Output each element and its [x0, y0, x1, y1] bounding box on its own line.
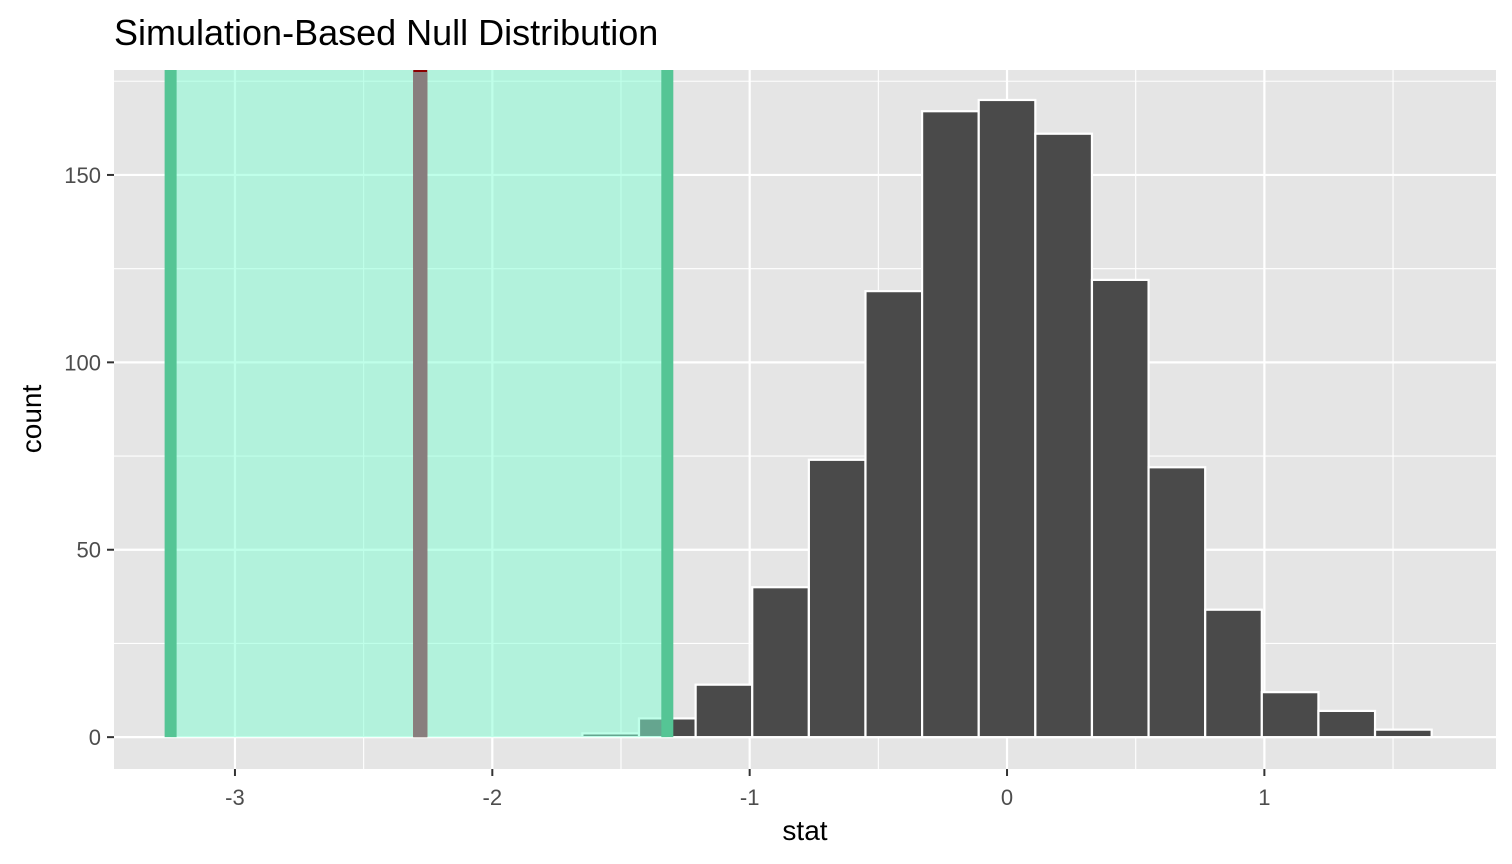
- histogram-bar: [864, 290, 924, 739]
- histogram-bar: [751, 586, 810, 739]
- histogram-bar: [807, 458, 867, 739]
- histogram-bar: [1373, 728, 1433, 739]
- histogram-bar: [1260, 691, 1320, 739]
- histogram-bar: [1317, 709, 1377, 739]
- y-axis-title: count: [16, 385, 47, 454]
- x-axis: -3 -2 -1 0 1: [225, 769, 1271, 810]
- y-axis: 0 50 100 150: [64, 163, 114, 750]
- x-axis-title: stat: [782, 815, 827, 846]
- x-tick-label: 1: [1258, 785, 1270, 810]
- x-tick-label: -3: [225, 785, 245, 810]
- histogram-bar: [1090, 278, 1150, 739]
- histogram-bar: [920, 110, 980, 739]
- histogram-bar: [1034, 132, 1094, 739]
- y-tick-label: 50: [77, 538, 101, 563]
- x-tick-label: -1: [740, 785, 760, 810]
- y-tick-label: 150: [64, 163, 101, 188]
- observed-statistic-overlay: [413, 72, 428, 738]
- y-tick-label: 100: [64, 350, 101, 375]
- histogram-bar: [1147, 466, 1207, 739]
- x-tick-label: 0: [1001, 785, 1013, 810]
- histogram-bar: [977, 98, 1037, 739]
- histogram-bar: [1204, 608, 1263, 739]
- confidence-interval-layer: [164, 70, 674, 738]
- x-tick-label: -2: [483, 785, 503, 810]
- histogram-bar: [694, 683, 754, 739]
- chart-title: Simulation-Based Null Distribution: [114, 12, 658, 53]
- y-tick-label: 0: [89, 725, 101, 750]
